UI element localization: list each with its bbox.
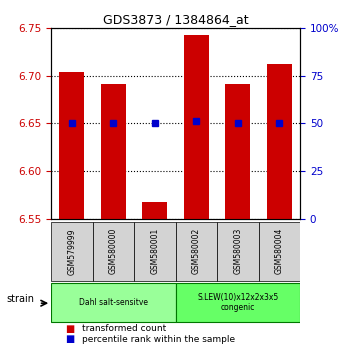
Text: GSM580001: GSM580001 <box>150 228 159 274</box>
Bar <box>143 202 167 219</box>
Text: Dahl salt-sensitve: Dahl salt-sensitve <box>79 298 148 307</box>
Text: strain: strain <box>7 294 35 304</box>
Text: S.LEW(10)x12x2x3x5
congenic: S.LEW(10)x12x2x3x5 congenic <box>197 293 279 312</box>
Bar <box>184 35 209 219</box>
Bar <box>59 72 84 219</box>
Text: GSM580004: GSM580004 <box>275 228 284 274</box>
Text: GSM580003: GSM580003 <box>233 228 242 274</box>
Text: GSM580002: GSM580002 <box>192 228 201 274</box>
Bar <box>267 63 292 219</box>
FancyBboxPatch shape <box>51 283 176 322</box>
FancyBboxPatch shape <box>176 283 300 322</box>
FancyBboxPatch shape <box>258 222 300 281</box>
FancyBboxPatch shape <box>93 222 134 281</box>
Text: percentile rank within the sample: percentile rank within the sample <box>82 335 235 344</box>
Text: GSM579999: GSM579999 <box>68 228 76 275</box>
FancyBboxPatch shape <box>176 222 217 281</box>
Text: ■: ■ <box>65 324 74 333</box>
Text: GSM580000: GSM580000 <box>109 228 118 274</box>
FancyBboxPatch shape <box>51 222 93 281</box>
Bar <box>225 85 250 219</box>
FancyBboxPatch shape <box>217 222 258 281</box>
Title: GDS3873 / 1384864_at: GDS3873 / 1384864_at <box>103 13 249 26</box>
Bar <box>101 84 126 219</box>
Text: ■: ■ <box>65 334 74 344</box>
Text: transformed count: transformed count <box>82 324 166 333</box>
FancyBboxPatch shape <box>134 222 176 281</box>
